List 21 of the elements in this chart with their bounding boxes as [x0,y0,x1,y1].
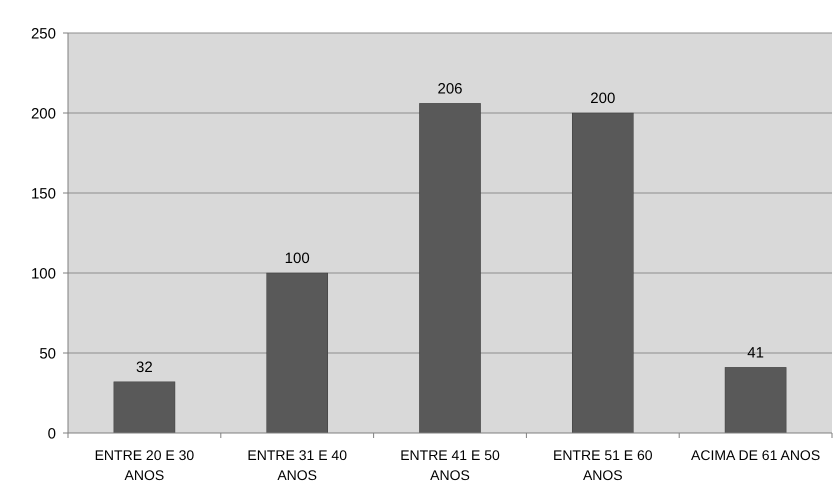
bar [419,103,481,434]
data-label: 206 [437,80,463,98]
y-tick-label: 0 [48,425,56,442]
x-tick-label: ACIMA DE 61 ANOS [691,447,820,463]
x-tick-label: ENTRE 20 E 30 ANOS [94,447,194,483]
y-tick-label: 150 [30,185,56,202]
data-label: 200 [590,90,616,107]
x-tick-label: ENTRE 31 E 40 ANOS [247,447,348,483]
bar [114,382,176,434]
data-label: 32 [136,358,153,376]
y-tick-label: 50 [39,345,56,362]
y-tick-label: 250 [30,25,56,42]
y-tick-label: 100 [30,265,56,282]
data-label: 41 [747,344,764,362]
bar [266,272,328,434]
data-label: 100 [284,250,310,267]
x-tick-label: ENTRE 41 E 50 ANOS [400,447,500,483]
bar [724,367,786,434]
y-tick-label: 200 [30,105,56,122]
x-tick-label: ENTRE 51 E 60 ANOS [552,447,653,483]
bar [572,112,634,434]
